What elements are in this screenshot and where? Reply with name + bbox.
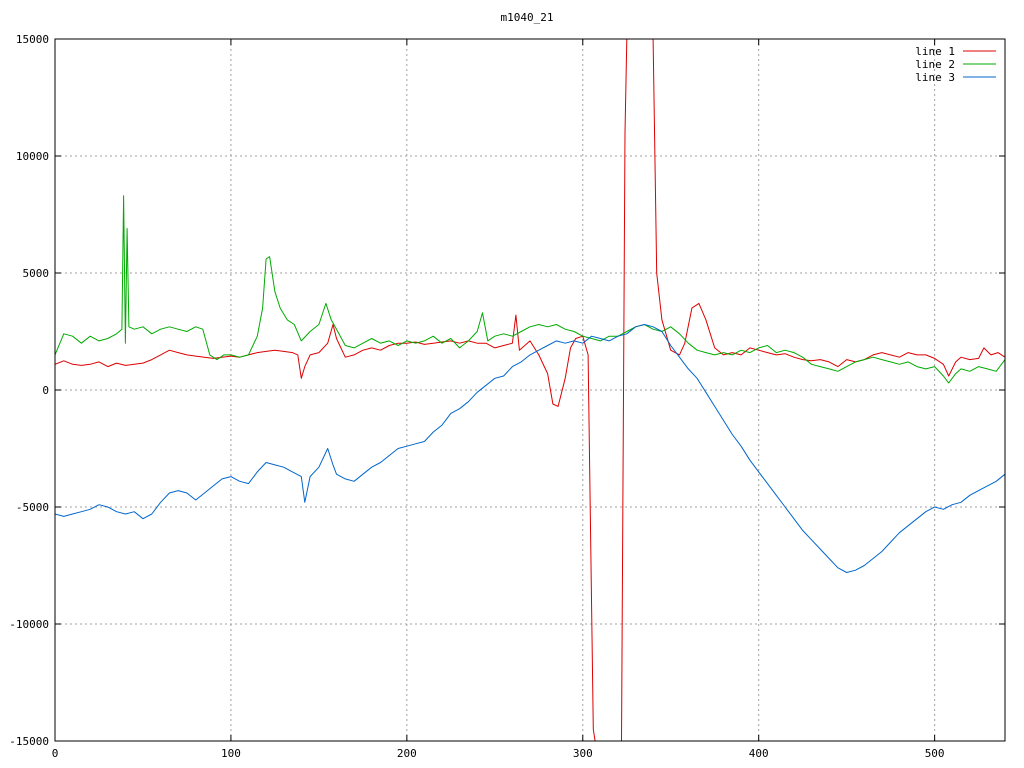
series-line-2 [55, 195, 1005, 384]
x-tick-label: 0 [52, 747, 59, 760]
y-tick-label: 0 [42, 384, 49, 397]
series-line-1 [55, 39, 1005, 741]
y-tick-label: 15000 [16, 33, 49, 46]
x-tick-label: 300 [573, 747, 593, 760]
series-line-3 [55, 324, 1005, 573]
y-tick-label: -10000 [9, 618, 49, 631]
x-tick-label: 500 [925, 747, 945, 760]
legend-label: line 1 [915, 45, 955, 58]
grid [55, 39, 1005, 741]
x-tick-label: 100 [221, 747, 241, 760]
chart-title: m1040_21 [501, 11, 554, 24]
y-tick-label: -5000 [16, 501, 49, 514]
x-tick-label: 400 [749, 747, 769, 760]
legend-label: line 2 [915, 58, 955, 71]
y-tick-label: 10000 [16, 150, 49, 163]
axes: 0 100 200 300 400 500 -15000 -10000 -5000 0 5000 10… [9, 33, 1005, 760]
series-layer [55, 39, 1005, 741]
y-tick-label: 5000 [23, 267, 50, 280]
legend-label: line 3 [915, 71, 955, 84]
y-tick-label: -15000 [9, 735, 49, 748]
x-tick-label: 200 [397, 747, 417, 760]
